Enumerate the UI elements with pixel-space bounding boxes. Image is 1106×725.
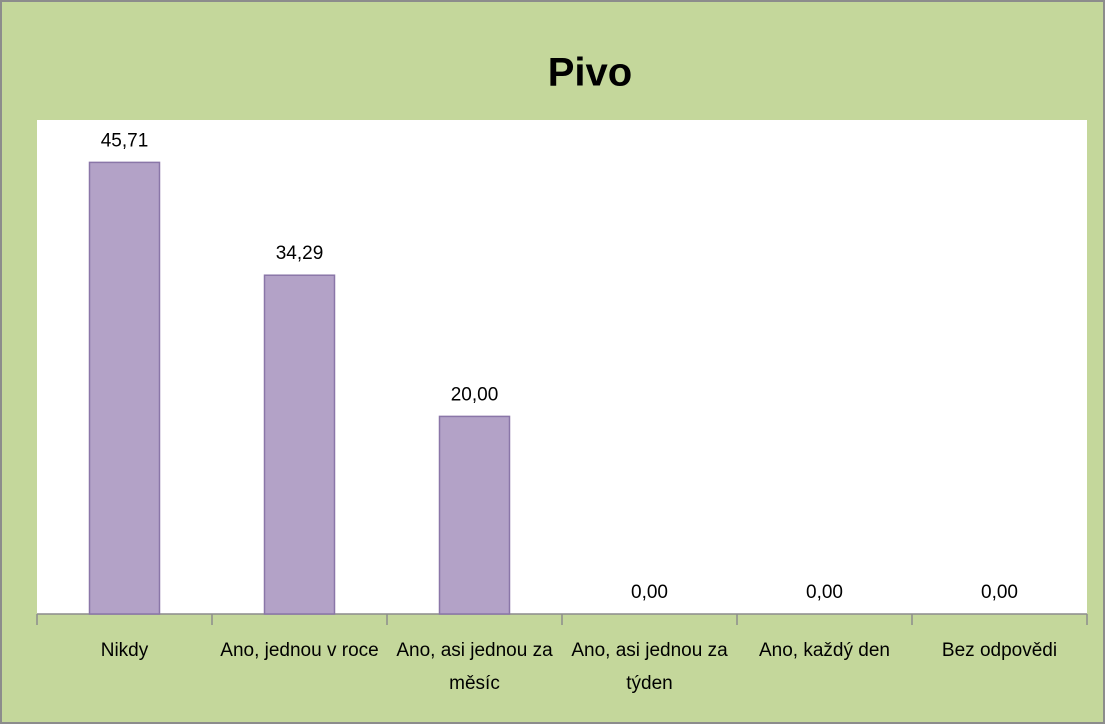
x-tick-label: Ano, každý den [759,640,890,661]
chart-title: Pivo [548,51,632,95]
data-label: 0,00 [631,582,668,603]
x-tick-label: Ano, asi jednou za týden [571,640,728,694]
x-tick-label: Bez odpovědi [941,640,1058,661]
x-tick-label: Ano, jednou v roce [220,640,379,661]
bar [263,274,336,615]
data-label: 20,00 [451,384,499,405]
x-tick-label: Ano, asi jednou za měsíc [396,640,553,694]
data-label: 45,71 [101,130,149,151]
data-label: 0,00 [806,582,843,603]
data-label: 34,29 [276,243,324,264]
bar [438,415,511,615]
plot-area [37,120,1087,614]
data-label: 0,00 [981,582,1018,603]
bar [88,161,161,615]
x-tick-label: Nikdy [100,640,149,661]
